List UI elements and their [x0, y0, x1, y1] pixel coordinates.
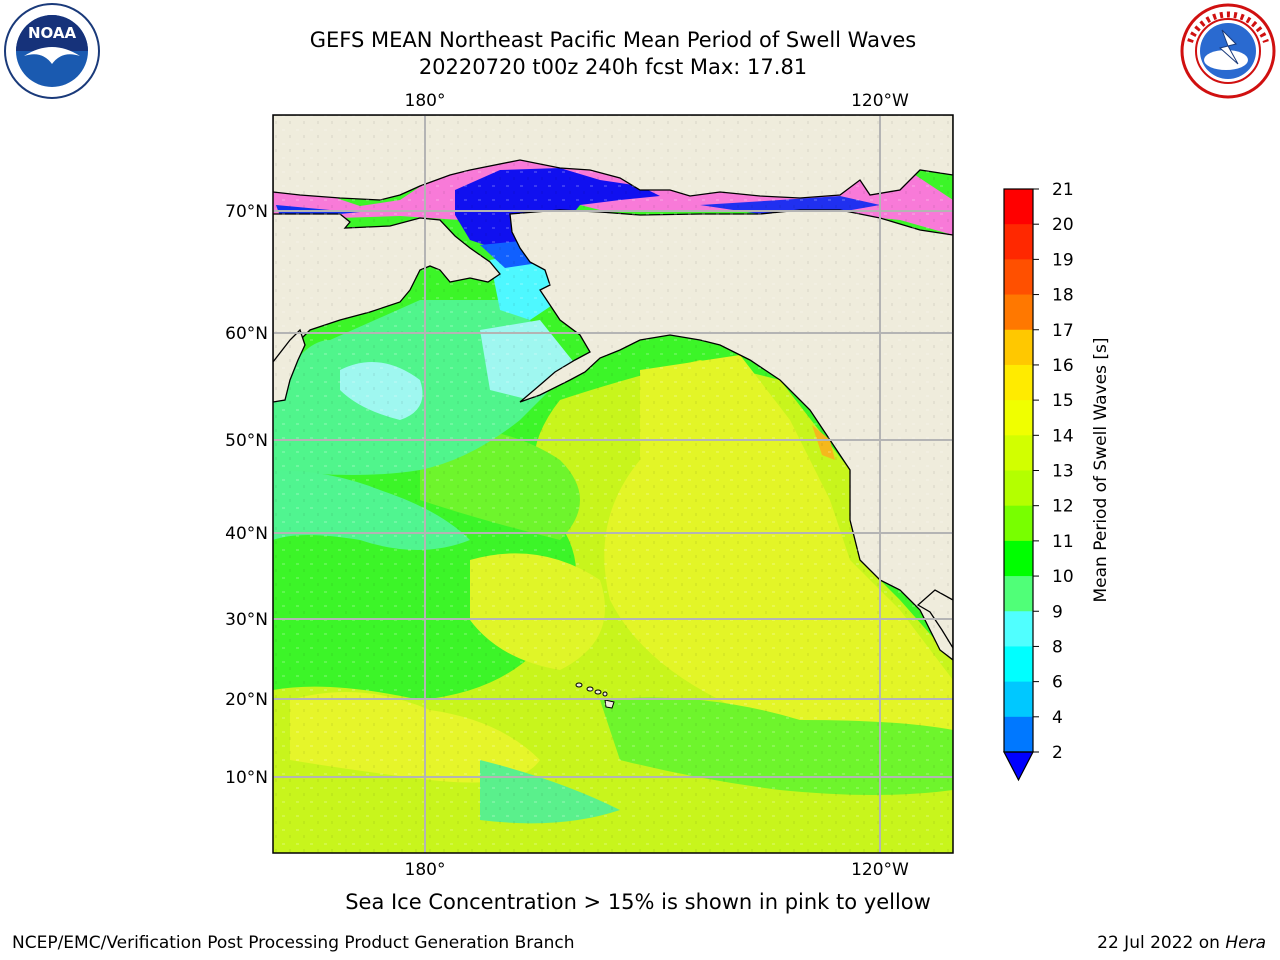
- colorbar-swatch: [1004, 681, 1033, 718]
- colorbar-swatch: [1004, 259, 1033, 296]
- colorbar-swatch: [1004, 294, 1033, 331]
- colorbar-swatch: [1004, 470, 1033, 507]
- colorbar-swatch: [1004, 189, 1033, 225]
- colorbar-swatches: [1003, 189, 1034, 782]
- date-stamp: 22 Jul 2022 on Hera: [1097, 933, 1266, 953]
- lon-tick-top-120w: 120°W: [851, 91, 909, 111]
- colorbar-swatch: [1004, 716, 1033, 753]
- colorbar-tick-label: 2: [1052, 743, 1063, 763]
- sea-ice-note: Sea Ice Concentration > 15% is shown in …: [345, 890, 931, 914]
- colorbar-extend-arrow: [1003, 751, 1034, 782]
- colorbar-swatch: [1004, 224, 1033, 260]
- colorbar-tick-label: 21: [1052, 180, 1074, 200]
- noaa-logo: NOAA: [4, 3, 100, 99]
- colorbar-tick-label: 18: [1052, 286, 1074, 306]
- chart-subtitle: 20220720 t00z 240h fcst Max: 17.81: [418, 55, 808, 79]
- colorbar-tick-label: 11: [1052, 532, 1074, 552]
- colorbar-tick-label: 13: [1052, 462, 1074, 482]
- date-host: Hera: [1225, 933, 1266, 953]
- colorbar-swatch: [1004, 505, 1033, 542]
- date-text: 22 Jul 2022 on: [1097, 933, 1220, 953]
- colorbar-swatch: [1004, 364, 1033, 401]
- colorbar-tick-label: 6: [1052, 673, 1063, 693]
- colorbar-swatch: [1004, 435, 1033, 471]
- chart-title: GEFS MEAN Northeast Pacific Mean Period …: [309, 28, 917, 52]
- colorbar-tick-label: 12: [1052, 497, 1074, 517]
- lat-tick-40n: 40°N: [225, 524, 268, 544]
- lat-tick-10n: 10°N: [225, 768, 268, 788]
- lat-tick-70n: 70°N: [225, 202, 268, 222]
- colorbar-swatch: [1004, 329, 1033, 366]
- nws-logo: [1180, 3, 1276, 99]
- colorbar-swatch: [1004, 540, 1033, 577]
- colorbar-tick-label: 16: [1052, 356, 1074, 376]
- colorbar-tick-label: 9: [1052, 602, 1063, 622]
- lon-tick-top-180: 180°: [405, 91, 446, 111]
- colorbar-tick-label: 20: [1052, 215, 1074, 235]
- colorbar-tick-label: 17: [1052, 321, 1074, 341]
- colorbar-tick-label: 4: [1052, 708, 1063, 728]
- colorbar-tick-label: 15: [1052, 391, 1074, 411]
- lat-tick-60n: 60°N: [225, 324, 268, 344]
- svg-text:NOAA: NOAA: [28, 24, 77, 42]
- colorbar-ticks: 21 20 19 18 17 16 15 14 13 12 11 10 9 8 6 4 2: [1033, 180, 1074, 763]
- colorbar-tick-label: 14: [1052, 426, 1074, 446]
- credit-line: NCEP/EMC/Verification Post Processing Pr…: [12, 933, 575, 953]
- colorbar-label: Mean Period of Swell Waves [s]: [1091, 338, 1111, 603]
- map-frame: [272, 114, 954, 854]
- data-texture: [273, 115, 953, 853]
- lat-tick-30n: 30°N: [225, 610, 268, 630]
- colorbar-swatch: [1004, 400, 1033, 436]
- colorbar-swatch: [1004, 646, 1033, 683]
- lat-tick-20n: 20°N: [225, 690, 268, 710]
- colorbar-swatch: [1004, 611, 1033, 647]
- colorbar-tick-label: 19: [1052, 250, 1074, 270]
- colorbar-tick-label: 10: [1052, 567, 1074, 587]
- lon-tick-bottom-120w: 120°W: [851, 860, 909, 880]
- colorbar-swatch: [1004, 576, 1033, 612]
- lon-tick-bottom-180: 180°: [405, 860, 446, 880]
- graticule: [273, 115, 953, 853]
- colorbar-tick-label: 8: [1052, 637, 1063, 657]
- lat-tick-50n: 50°N: [225, 431, 268, 451]
